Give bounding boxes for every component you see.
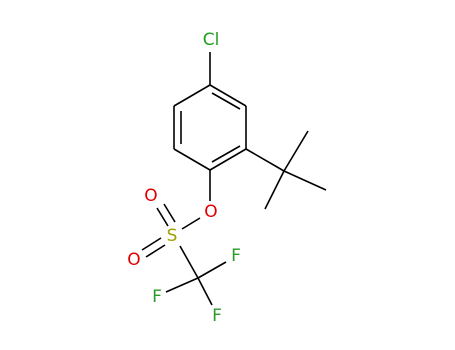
bond (165, 277, 199, 293)
bond (145, 244, 166, 258)
atom-label: F (152, 287, 162, 307)
bond (141, 237, 162, 251)
bond (283, 130, 309, 172)
bonds (141, 52, 327, 306)
atom-label: Cl (203, 30, 220, 50)
atom-label: F (231, 246, 241, 266)
bond (211, 92, 241, 110)
bond (173, 84, 211, 107)
bond (156, 207, 169, 227)
atom-label: S (167, 226, 178, 246)
bond (211, 145, 241, 163)
bond (197, 261, 227, 279)
bond (264, 170, 285, 210)
bond (197, 277, 213, 306)
bond (173, 148, 211, 171)
bond (209, 148, 247, 171)
bond (245, 148, 285, 172)
atom-label: O (144, 186, 157, 206)
bond (179, 245, 199, 279)
bond (163, 203, 176, 223)
atom-label: F (212, 306, 222, 326)
bond (181, 217, 201, 230)
bond (209, 84, 247, 107)
atom-label: O (204, 202, 217, 222)
atom-label: O (127, 250, 140, 270)
bond (283, 170, 327, 191)
